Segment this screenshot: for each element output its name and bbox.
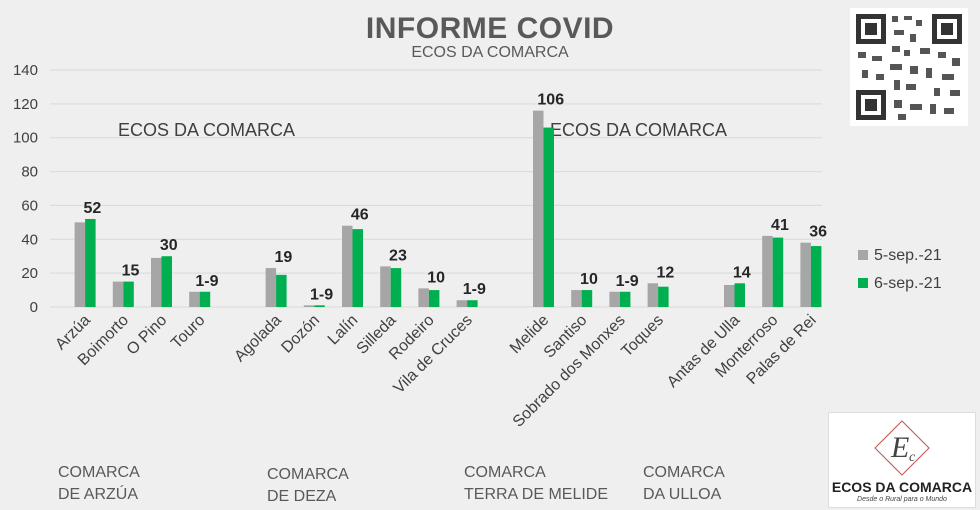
y-tick-label: 140: [13, 62, 38, 79]
bar-series-1: [342, 225, 353, 307]
y-tick-label: 120: [13, 96, 38, 113]
qr-code-icon: [850, 8, 968, 126]
bar-series-1: [303, 305, 315, 307]
bar-series-1: [151, 257, 162, 307]
y-tick-label: 80: [21, 164, 38, 181]
bar-series-1: [724, 284, 735, 307]
data-label: 52: [83, 200, 101, 217]
bar-series-1: [265, 268, 277, 307]
bar-series-2: [390, 268, 402, 307]
bar-series-1: [418, 288, 429, 307]
bar-series-2: [352, 229, 363, 307]
data-label: 10: [427, 269, 445, 286]
bar-series-2: [772, 237, 784, 307]
group-label-line2: DE DEZA: [267, 488, 337, 505]
svg-text:E: E: [890, 431, 909, 464]
watermark-right: ECOS DA COMARCA: [550, 120, 728, 140]
bar-series-2: [619, 291, 631, 307]
bar-series-2: [161, 256, 172, 307]
y-tick-label: 20: [21, 265, 38, 282]
data-label: 12: [656, 264, 674, 281]
x-tick-label: Agolada: [231, 312, 285, 366]
legend-label: 5-sep.-21: [874, 247, 942, 264]
legend-swatch: [858, 250, 868, 260]
legend-label: 6-sep.-21: [874, 275, 942, 292]
data-label: 15: [122, 263, 140, 280]
group-label-line1: COMARCA: [464, 464, 546, 481]
data-label: 1-9: [310, 286, 333, 303]
y-tick-label: 0: [30, 299, 38, 316]
bar-series-2: [658, 286, 669, 307]
group-label-melide: COMARCA TERRA DE MELIDE: [464, 462, 608, 506]
group-label-line1: COMARCA: [58, 464, 140, 481]
group-label-ulloa: COMARCA DA ULLOA: [643, 462, 725, 506]
bar-series-2: [123, 281, 134, 307]
legend-swatch: [858, 278, 868, 288]
data-label: 46: [351, 207, 369, 224]
y-tick-label: 100: [13, 130, 38, 147]
bar-series-1: [74, 222, 86, 307]
bar-series-2: [428, 290, 440, 307]
bar-series-2: [314, 305, 325, 307]
y-tick-label: 60: [21, 197, 38, 214]
bar-series-1: [800, 242, 811, 307]
x-tick-label: Touro: [168, 312, 208, 352]
group-label-line2: TERRA DE MELIDE: [464, 486, 609, 503]
data-label: 23: [389, 247, 407, 264]
x-tick-label: Dozón: [278, 312, 323, 357]
bar-series-2: [85, 218, 96, 307]
bar-series-2: [581, 290, 593, 307]
bar-series-1: [380, 266, 391, 307]
bar-series-2: [734, 283, 745, 307]
brand-logo: E c ECOS DA COMARCA Desde o Rural para o…: [828, 412, 976, 508]
group-label-deza: COMARCA DE DEZA: [267, 464, 349, 508]
bar-series-1: [609, 291, 620, 307]
bar-series-2: [810, 246, 822, 307]
data-label: 14: [733, 264, 751, 281]
data-label: 19: [274, 249, 292, 266]
svg-text:c: c: [909, 450, 916, 465]
x-tick-label: O Pino: [124, 312, 171, 359]
bar-series-2: [276, 274, 287, 307]
chart-subtitle: ECOS DA COMARCA: [411, 44, 569, 61]
group-label-line1: COMARCA: [643, 464, 725, 481]
data-label: 30: [160, 237, 178, 254]
data-label: 10: [580, 271, 598, 288]
data-label: 1-9: [616, 273, 639, 290]
bar-series-2: [199, 291, 211, 307]
data-label: 36: [809, 224, 827, 241]
bar-series-1: [571, 290, 582, 307]
logo-emblem-icon: E c: [874, 420, 930, 476]
group-label-arzua: COMARCA DE ARZÚA: [58, 462, 140, 506]
bar-series-1: [456, 300, 468, 307]
group-label-line2: DE ARZÚA: [58, 486, 139, 503]
data-label: 1-9: [195, 273, 218, 290]
data-label: 1-9: [463, 281, 486, 298]
bar-series-1: [762, 235, 773, 307]
group-label-line1: COMARCA: [267, 466, 349, 483]
logo-text: ECOS DA COMARCA: [831, 479, 973, 495]
data-label: 106: [537, 92, 564, 109]
chart-title: INFORME COVID: [365, 12, 615, 45]
x-tick-label: Toques: [618, 312, 667, 361]
watermark-left: ECOS DA COMARCA: [118, 120, 296, 140]
bar-series-2: [467, 300, 478, 307]
data-label: 41: [771, 217, 789, 234]
bar-series-1: [533, 110, 544, 307]
bar-series-1: [112, 281, 124, 307]
bar-series-1: [189, 291, 200, 307]
group-label-line2: DA ULLOA: [643, 486, 722, 503]
bar-series-2: [543, 127, 554, 307]
bar-series-1: [647, 283, 659, 307]
y-tick-label: 40: [21, 231, 38, 248]
logo-tagline: Desde o Rural para o Mundo: [857, 496, 947, 503]
